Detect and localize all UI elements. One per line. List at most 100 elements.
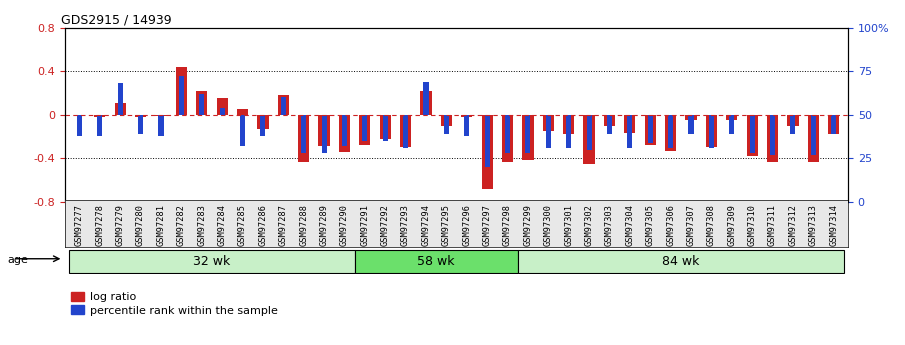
Bar <box>665 115 676 151</box>
Bar <box>77 115 82 136</box>
Text: GSM97302: GSM97302 <box>585 204 594 246</box>
Text: GSM97293: GSM97293 <box>401 204 410 246</box>
Bar <box>118 83 123 115</box>
Bar <box>668 115 673 148</box>
Text: GSM97284: GSM97284 <box>217 204 226 246</box>
Bar <box>749 115 755 153</box>
Text: GSM97283: GSM97283 <box>197 204 206 246</box>
Text: 32 wk: 32 wk <box>194 255 231 268</box>
Bar <box>543 115 554 131</box>
Text: GSM97303: GSM97303 <box>605 204 614 246</box>
Bar <box>563 115 575 134</box>
Bar <box>770 115 775 155</box>
Bar <box>604 115 615 126</box>
Text: GSM97279: GSM97279 <box>116 204 125 246</box>
Bar <box>767 115 778 161</box>
Bar <box>74 115 85 116</box>
Bar <box>831 115 836 134</box>
Text: GSM97294: GSM97294 <box>422 204 431 246</box>
Text: GSM97278: GSM97278 <box>95 204 104 246</box>
Text: 84 wk: 84 wk <box>662 255 700 268</box>
Bar <box>138 115 143 134</box>
FancyBboxPatch shape <box>355 250 518 273</box>
Bar <box>811 115 816 155</box>
Bar <box>522 115 534 160</box>
Bar <box>729 115 734 134</box>
Bar <box>135 115 147 117</box>
Text: GSM97296: GSM97296 <box>462 204 472 246</box>
Text: GSM97310: GSM97310 <box>748 204 757 246</box>
Bar <box>179 76 184 115</box>
Text: GSM97308: GSM97308 <box>707 204 716 246</box>
Text: GSM97299: GSM97299 <box>523 204 532 246</box>
Bar <box>526 115 530 153</box>
Text: GSM97280: GSM97280 <box>136 204 145 246</box>
Legend: log ratio, percentile rank within the sample: log ratio, percentile rank within the sa… <box>71 292 278 316</box>
Bar <box>443 115 449 134</box>
Bar <box>624 115 635 133</box>
Bar <box>648 115 653 142</box>
Text: GSM97291: GSM97291 <box>360 204 369 246</box>
Bar <box>502 115 513 161</box>
Text: GSM97295: GSM97295 <box>442 204 451 246</box>
Bar <box>319 115 329 146</box>
Bar <box>156 115 167 116</box>
Bar <box>462 115 472 117</box>
Bar <box>546 115 551 148</box>
Bar <box>584 115 595 164</box>
Text: GSM97277: GSM97277 <box>75 204 84 246</box>
Bar <box>240 115 245 146</box>
Bar <box>586 115 592 150</box>
Text: GSM97289: GSM97289 <box>319 204 329 246</box>
Text: GSM97285: GSM97285 <box>238 204 247 246</box>
Bar <box>257 115 269 129</box>
Text: GSM97281: GSM97281 <box>157 204 166 246</box>
Bar <box>481 115 492 189</box>
Bar <box>362 115 367 141</box>
Bar <box>237 109 248 115</box>
Text: GSM97282: GSM97282 <box>176 204 186 246</box>
Bar <box>261 115 265 136</box>
Bar <box>607 115 612 134</box>
Text: GSM97292: GSM97292 <box>381 204 390 246</box>
Text: GSM97305: GSM97305 <box>646 204 654 246</box>
Bar <box>484 115 490 167</box>
Bar <box>421 91 432 115</box>
FancyBboxPatch shape <box>70 250 355 273</box>
Text: GSM97304: GSM97304 <box>625 204 634 246</box>
Text: age: age <box>7 256 28 265</box>
Bar <box>441 115 452 126</box>
Text: GSM97309: GSM97309 <box>728 204 737 246</box>
Bar <box>281 97 286 115</box>
Bar <box>505 115 510 153</box>
Bar <box>220 108 224 115</box>
Text: GSM97288: GSM97288 <box>300 204 309 246</box>
Bar <box>278 95 289 115</box>
Bar <box>359 115 370 145</box>
Bar <box>567 115 571 148</box>
Text: GDS2915 / 14939: GDS2915 / 14939 <box>62 13 172 27</box>
Bar <box>709 115 714 148</box>
Bar <box>196 91 207 115</box>
Bar <box>424 82 429 115</box>
Text: GSM97314: GSM97314 <box>829 204 838 246</box>
Bar <box>383 115 387 141</box>
Bar <box>216 98 228 115</box>
Text: GSM97298: GSM97298 <box>503 204 512 246</box>
Text: GSM97297: GSM97297 <box>482 204 491 246</box>
Bar <box>689 115 693 134</box>
Text: GSM97312: GSM97312 <box>788 204 797 246</box>
Bar <box>644 115 656 145</box>
Bar <box>400 115 411 147</box>
Bar <box>115 103 126 115</box>
Text: GSM97290: GSM97290 <box>340 204 349 246</box>
Bar <box>301 115 306 153</box>
Bar <box>158 115 164 136</box>
Bar <box>199 94 205 115</box>
Bar <box>747 115 757 156</box>
Bar <box>726 115 738 120</box>
Bar <box>176 67 187 115</box>
Text: GSM97307: GSM97307 <box>687 204 696 246</box>
FancyBboxPatch shape <box>518 250 843 273</box>
Bar <box>342 115 347 146</box>
